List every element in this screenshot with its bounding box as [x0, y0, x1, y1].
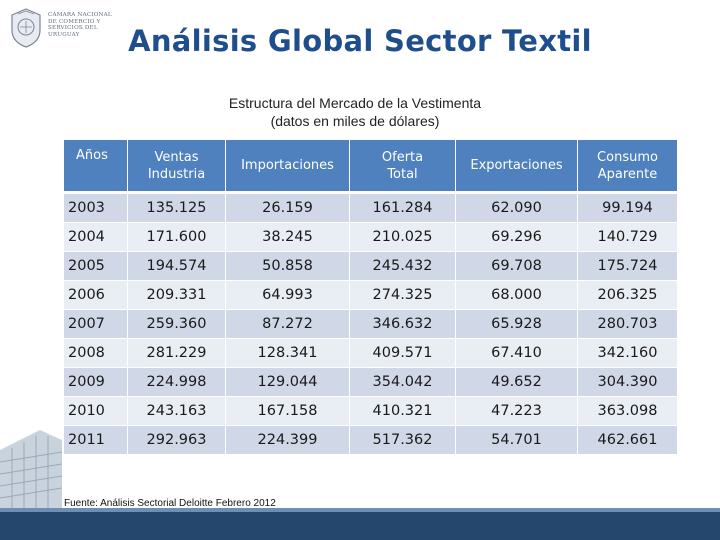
table-cell: 194.574 — [128, 252, 226, 281]
table-cell: 243.163 — [128, 397, 226, 426]
table-cell: 245.432 — [350, 252, 456, 281]
year-cell: 2006 — [64, 281, 128, 310]
column-header-exports: Exportaciones — [456, 140, 578, 194]
caption-line: Estructura del Mercado de la Vestimenta — [228, 95, 482, 111]
table-cell: 209.331 — [128, 281, 226, 310]
footer-bar — [0, 512, 720, 540]
column-header-total-supply: Oferta Total — [350, 140, 456, 194]
table-cell: 69.708 — [456, 252, 578, 281]
table-cell: 50.858 — [226, 252, 350, 281]
table-cell: 99.194 — [578, 194, 678, 223]
table-cell: 69.296 — [456, 223, 578, 252]
year-cell: 2007 — [64, 310, 128, 339]
logo-line: DE COMERCIO Y — [48, 18, 101, 25]
table-cell: 346.632 — [350, 310, 456, 339]
table-cell: 65.928 — [456, 310, 578, 339]
header-line: Aparente — [597, 166, 658, 182]
source-note: Fuente: Análisis Sectorial Deloitte Febr… — [64, 498, 276, 509]
table-cell: 409.571 — [350, 339, 456, 368]
table-row: 2007 259.360 87.272 346.632 65.928 280.7… — [64, 310, 678, 339]
table-cell: 54.701 — [456, 426, 578, 455]
header-line: Industria — [147, 166, 206, 182]
year-cell: 2003 — [64, 194, 128, 223]
table-cell: 64.993 — [226, 281, 350, 310]
table-cell: 224.998 — [128, 368, 226, 397]
table-cell: 140.729 — [578, 223, 678, 252]
table-row: 2006 209.331 64.993 274.325 68.000 206.3… — [64, 281, 678, 310]
logo-line: SERVICIOS DEL — [48, 25, 98, 32]
table-cell: 292.963 — [128, 426, 226, 455]
table-cell: 49.652 — [456, 368, 578, 397]
column-header-imports: Importaciones — [226, 140, 350, 194]
table-caption: Estructura del Mercado de la Vestimenta … — [0, 94, 710, 130]
table-row: 2004 171.600 38.245 210.025 69.296 140.7… — [64, 223, 678, 252]
table-row: 2010 243.163 167.158 410.321 47.223 363.… — [64, 397, 678, 426]
year-cell: 2011 — [64, 426, 128, 455]
table-row: 2003 135.125 26.159 161.284 62.090 99.19… — [64, 194, 678, 223]
header-line: Importaciones — [241, 158, 334, 173]
table-cell: 26.159 — [226, 194, 350, 223]
table-cell: 462.661 — [578, 426, 678, 455]
header-line: Oferta — [381, 149, 424, 165]
table-cell: 304.390 — [578, 368, 678, 397]
table-cell: 87.272 — [226, 310, 350, 339]
table-cell: 161.284 — [350, 194, 456, 223]
year-cell: 2004 — [64, 223, 128, 252]
table-cell: 210.025 — [350, 223, 456, 252]
table-cell: 38.245 — [226, 223, 350, 252]
column-header-years: Años — [64, 140, 128, 194]
table-header-row: Años Ventas Industria Importaciones Ofer… — [64, 140, 678, 194]
table-cell: 128.341 — [226, 339, 350, 368]
table-row: 2011 292.963 224.399 517.362 54.701 462.… — [64, 426, 678, 455]
caption-line: (datos en miles de dólares) — [270, 113, 440, 129]
table-body: 2003 135.125 26.159 161.284 62.090 99.19… — [64, 194, 678, 455]
table-cell: 68.000 — [456, 281, 578, 310]
page-title: Análisis Global Sector Textil — [128, 24, 592, 58]
table-cell: 167.158 — [226, 397, 350, 426]
table-row: 2008 281.229 128.341 409.571 67.410 342.… — [64, 339, 678, 368]
table-cell: 410.321 — [350, 397, 456, 426]
table-cell: 47.223 — [456, 397, 578, 426]
header-line: Años — [76, 148, 108, 163]
header-line: Total — [387, 166, 418, 182]
table-cell: 206.325 — [578, 281, 678, 310]
logo-text: CÁMARA NACIONAL DE COMERCIO Y SERVICIOS … — [48, 12, 138, 38]
year-cell: 2009 — [64, 368, 128, 397]
table-cell: 363.098 — [578, 397, 678, 426]
market-table-container: Años Ventas Industria Importaciones Ofer… — [64, 140, 678, 455]
table-cell: 342.160 — [578, 339, 678, 368]
header-line: Consumo — [597, 149, 658, 165]
logo-line: URUGUAY — [48, 31, 80, 38]
table-row: 2005 194.574 50.858 245.432 69.708 175.7… — [64, 252, 678, 281]
header-line: Exportaciones — [470, 158, 563, 173]
year-cell: 2010 — [64, 397, 128, 426]
logo-line: CÁMARA NACIONAL — [48, 12, 112, 18]
table-cell: 354.042 — [350, 368, 456, 397]
footer-accent-line — [0, 508, 720, 512]
table-cell: 135.125 — [128, 194, 226, 223]
table-cell: 517.362 — [350, 426, 456, 455]
table-cell: 171.600 — [128, 223, 226, 252]
chamber-seal-icon — [11, 8, 41, 48]
table-cell: 224.399 — [226, 426, 350, 455]
market-table: Años Ventas Industria Importaciones Ofer… — [64, 140, 678, 455]
table-cell: 280.703 — [578, 310, 678, 339]
table-cell: 129.044 — [226, 368, 350, 397]
building-graphic — [0, 430, 62, 512]
header-line: Ventas — [154, 149, 199, 165]
year-cell: 2008 — [64, 339, 128, 368]
table-cell: 259.360 — [128, 310, 226, 339]
column-header-industry-sales: Ventas Industria — [128, 140, 226, 194]
table-cell: 67.410 — [456, 339, 578, 368]
table-cell: 62.090 — [456, 194, 578, 223]
column-header-apparent-consumption: Consumo Aparente — [578, 140, 678, 194]
table-cell: 274.325 — [350, 281, 456, 310]
table-cell: 281.229 — [128, 339, 226, 368]
chamber-logo: CÁMARA NACIONAL DE COMERCIO Y SERVICIOS … — [6, 6, 136, 50]
table-row: 2009 224.998 129.044 354.042 49.652 304.… — [64, 368, 678, 397]
table-cell: 175.724 — [578, 252, 678, 281]
year-cell: 2005 — [64, 252, 128, 281]
